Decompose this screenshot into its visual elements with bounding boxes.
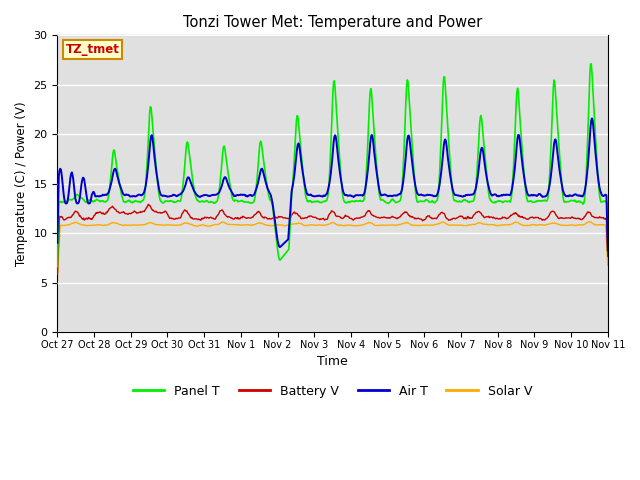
- Text: TZ_tmet: TZ_tmet: [66, 43, 120, 56]
- Legend: Panel T, Battery V, Air T, Solar V: Panel T, Battery V, Air T, Solar V: [128, 380, 537, 403]
- Title: Tonzi Tower Met: Temperature and Power: Tonzi Tower Met: Temperature and Power: [183, 15, 482, 30]
- X-axis label: Time: Time: [317, 355, 348, 368]
- Y-axis label: Temperature (C) / Power (V): Temperature (C) / Power (V): [15, 101, 28, 266]
